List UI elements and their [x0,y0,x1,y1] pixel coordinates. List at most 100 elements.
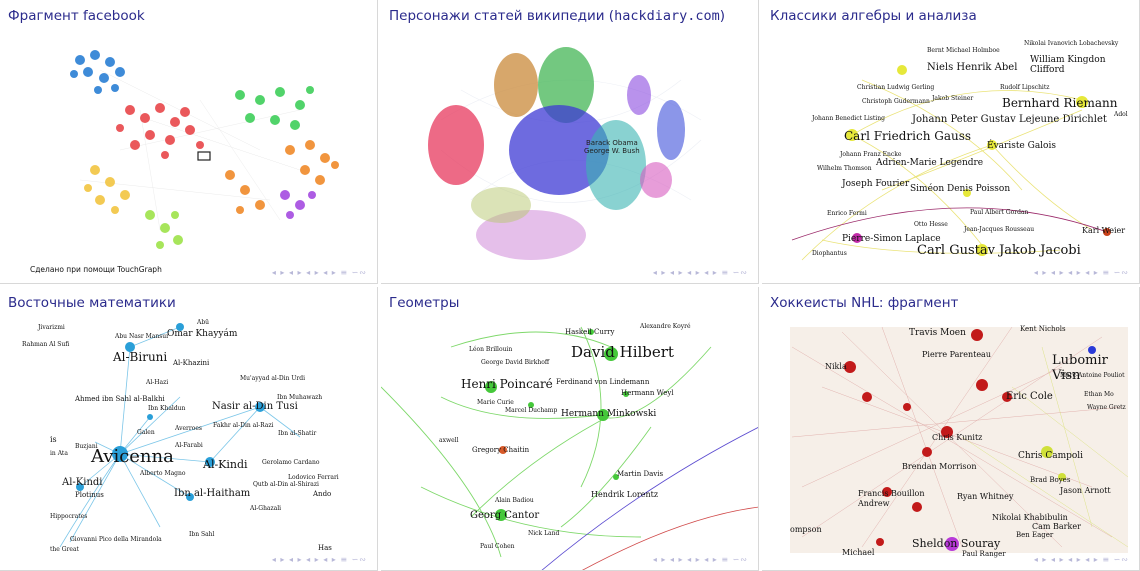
node-label: Brad Boyes [1030,476,1071,484]
node-label: Al-Farabi [175,442,203,449]
node-label: Jason Arnott [1060,486,1111,495]
node-label: Bernhard Riemann [1002,96,1118,110]
node-label: the Great [50,546,79,553]
node-label: Alain Badiou [495,497,534,504]
slide-nav[interactable]: ◂ ▸ ◂ ▸ ◂ ▸ ◂ ▸ ≡ ∽∾ [652,268,748,277]
node-label: Chris Campoli [1018,451,1084,461]
node-label: Niels Henrik Abel [927,62,1018,73]
node-label: Marc-Antoine Pouliot [1060,372,1125,379]
node-label: Giovanni Pico della Mirandola [70,536,162,543]
geometers-graph [381,326,758,570]
node-label: Chris Kunitz [932,433,983,442]
node-label: Rahman Al Sufi [22,341,70,348]
node-label: Paul Albert Gordan [970,209,1029,216]
node-label: Alexandre Koyré [640,323,691,330]
node-label: Cam Barker [1032,522,1081,531]
node-label: Kent Nichols [1020,325,1066,333]
node-label: Johann Benedict Listing [812,115,885,122]
slide-nav[interactable]: ◂ ▸ ◂ ▸ ◂ ▸ ◂ ▸ ≡ ∽∾ [271,268,367,277]
slide-nav[interactable]: ◂ ▸ ◂ ▸ ◂ ▸ ◂ ▸ ≡ ∽∾ [271,555,367,564]
node-label: Omar Khayyám [167,329,238,339]
node-label: Jivarizmi [38,324,65,331]
node-label: Lodovico Ferrari [288,474,339,481]
node-label: Enrico Fermi [827,210,867,217]
node-label: Rudolf Lipschitz [1000,84,1050,91]
node-label: Nick Land [528,530,560,537]
node-label: Adrien-Marie Legendre [876,158,984,168]
nhl-graph [790,326,1129,553]
node-label: Marie Curie [477,399,514,406]
node-label: Haskell Curry [565,328,615,336]
slide-nav[interactable]: ◂ ▸ ◂ ▸ ◂ ▸ ◂ ▸ ≡ ∽∾ [652,555,748,564]
node-label: Eric Cole [1006,391,1053,402]
node-label: Bernt Michael Holmboe [927,47,1000,54]
node-label: Johann Peter Gustav Lejeune Dirichlet [912,114,1107,125]
node-label: Siméon Denis Poisson [910,184,1011,194]
credit-text: Сделано при помощи TouchGraph [30,265,162,274]
node-label: Francis Bouillon [858,489,925,498]
node-label: axwell [439,437,459,444]
slide-nav[interactable]: ◂ ▸ ◂ ▸ ◂ ▸ ◂ ▸ ≡ ∽∾ [1033,555,1129,564]
node-label: ompson [790,525,822,534]
slide-algebra[interactable]: Классики алгебры и анализа ◂ ▸ ◂ ▸ ◂ ▸ ◂… [762,0,1140,284]
node-label: Averroes [175,425,203,432]
slide-nhl[interactable]: Хоккеисты NHL: фрагмент ◂ ▸ ◂ ▸ ◂ ▸ ◂ ▸ … [762,287,1140,571]
node-label: Karl Weier [1082,226,1126,235]
slide-title: Геометры [389,295,460,311]
node-label: Al-Ghazali [250,505,282,512]
node-label: Jakob Steiner [932,95,974,102]
node-label: Martin Davis [617,470,664,478]
node-label: Ethan Mo [1084,391,1114,398]
node-label: Diophantus [812,250,847,257]
node-label: Gregory Chaitin [472,446,530,454]
slide-title: Фрагмент facebook [8,8,145,24]
node-label: Otto Hesse [914,221,948,228]
node-label: Joseph Fourier [842,179,910,189]
node-label: Alberto Magno [140,470,186,477]
node-label: Andrew [858,499,890,508]
slide-title: Хоккеисты NHL: фрагмент [770,295,959,311]
node-label: Avicenna [91,446,174,467]
node-label: Galen [137,429,155,436]
node-label: Pierre-Simon Laplace [842,234,941,244]
node-label: Sheldon Souray [912,537,1001,550]
node-label: Ferdinand von Lindemann [556,378,650,386]
node-label: Carl Gustav Jakob Jacobi [917,243,1081,258]
node-label: Abu Nasr Mansur [115,333,170,340]
slide-eastern[interactable]: Восточные математики ◂ ▸ ◂ ▸ ◂ ▸ ◂ ▸ ≡ ∽… [0,287,378,571]
node-label: Qutb al-Din al-Shirazi [253,481,319,488]
slide-facebook[interactable]: Фрагмент facebook Сделано при помощи Tou… [0,0,378,284]
node-label: Paul Cohen [480,543,515,550]
node-label: Pierre Parenteau [922,350,991,359]
node-label: Adol [1114,111,1128,118]
slide-nav[interactable]: ◂ ▸ ◂ ▸ ◂ ▸ ◂ ▸ ≡ ∽∾ [1033,268,1129,277]
node-label: Brendan Morrison [902,462,977,471]
eastern-labels: Abū Jivarizmi Abu Nasr Mansur Omar Khayy… [0,287,378,571]
node-label: George David Birkhoff [481,359,550,366]
algebra-labels: Bernt Michael Holmboe Nikolai Ivanovich … [762,0,1140,284]
node-label: Évariste Galois [987,141,1056,151]
node-label: Nikolai Khabibulin [992,513,1068,522]
node-label: Travis Moen [909,328,966,338]
node-label: Marcel Duchamp [505,407,558,414]
node-label: Abū [197,319,210,326]
node-label: Hippocrates [50,513,88,520]
node-label: Al-Biruni [113,350,168,364]
node-label: Ibn Khaldun [148,405,186,412]
node-label: Christoph Gudermann [862,98,930,105]
node-label: Hermann Weyl [621,389,674,397]
node-label: Nikla [825,362,847,371]
node-label: Wayne Gretz [1087,404,1126,411]
node-label: Lubomir Visn [1052,353,1108,383]
node-label: Buzjani [75,443,98,450]
node-label: Michael [842,548,875,557]
slide-title: Восточные математики [8,295,176,311]
node-label: Léon Brillouin [469,346,513,353]
nhl-labels: Travis Moen Kent Nichols Pierre Parentea… [762,287,1140,571]
node-label: Ibn Muhawazh [277,394,323,401]
node-label: Al-Kindi [62,477,103,488]
node-label: is [50,435,57,444]
geometers-labels: Haskell Curry Alexandre Koyré Léon Brill… [381,287,759,571]
slide-wikipedia[interactable]: Barack Obama George W. Bush Персонажи ст… [381,0,759,284]
node-label: Ibn Sahl [189,531,215,538]
